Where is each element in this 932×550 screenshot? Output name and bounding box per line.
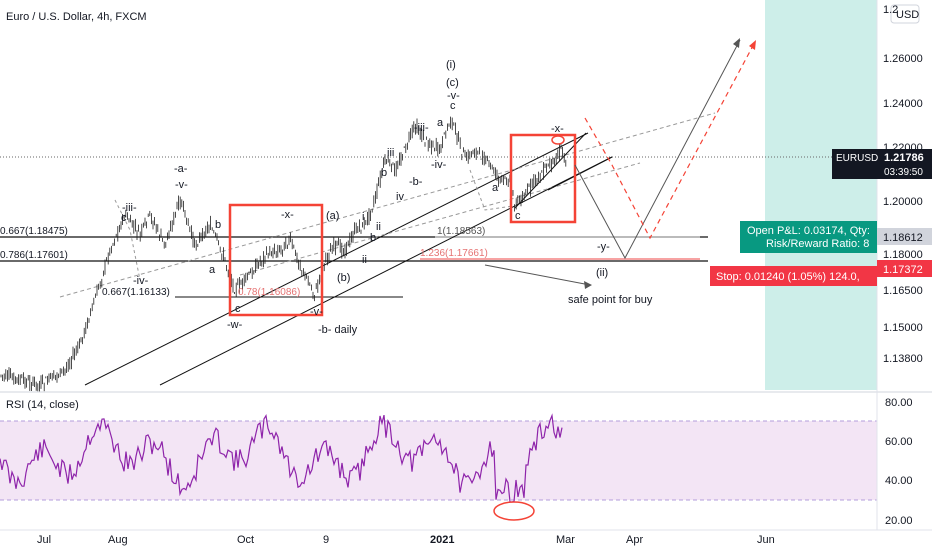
stop-box[interactable]	[710, 266, 877, 286]
wave-label: -iv-	[431, 159, 447, 171]
rsi-title: RSI (14, close)	[6, 399, 79, 411]
price-tick: 1.20000	[883, 196, 923, 208]
wave-label: -v-	[175, 179, 188, 191]
dashed-path-right	[469, 169, 521, 211]
wave-label: -a-	[174, 163, 188, 175]
price-tick-top: 1.2	[883, 4, 898, 16]
wave-label: (i)	[446, 59, 456, 71]
projection-black	[574, 39, 741, 260]
wave-label: c	[450, 100, 456, 112]
rsi-tick: 60.00	[885, 436, 913, 448]
projection-black-arrowhead	[733, 38, 740, 48]
rsi-tick: 80.00	[885, 397, 913, 409]
wave-label: -x-	[281, 209, 294, 221]
stop-text: Stop: 0.01240 (1.05%) 124.0,	[716, 271, 860, 283]
wave-label: -b- daily	[318, 324, 358, 336]
price-tick: 1.13800	[883, 353, 923, 365]
price-tick: 1.16500	[883, 285, 923, 297]
red-circle-top	[551, 135, 565, 145]
risk-reward-text: Risk/Reward Ratio: 8	[766, 238, 869, 250]
wave-label: -v-	[447, 90, 460, 102]
fib-label: 0.667(1.18475)	[0, 226, 68, 237]
ticker-countdown: 03:39:50	[884, 167, 923, 178]
wave-label: b	[381, 167, 387, 179]
wave-label: (ii)	[596, 267, 608, 279]
sl-price-badge	[877, 260, 932, 277]
projection-red	[584, 41, 756, 240]
rsi-tick: 40.00	[885, 475, 913, 487]
wave-label: ii	[376, 221, 381, 233]
wave-label: (a)	[326, 210, 339, 222]
chart-title: Euro / U.S. Dollar, 4h, FXCM	[6, 11, 147, 23]
target-green-zone	[765, 0, 877, 390]
price-tick: 1.18000	[883, 249, 923, 261]
projection-red-arrowhead	[749, 40, 756, 50]
red-box-left	[228, 203, 324, 317]
rsi-tick: 20.00	[885, 515, 913, 527]
tp-price-badge	[877, 228, 932, 245]
red-box-right	[509, 133, 577, 224]
wave-label: -v-	[310, 306, 323, 318]
time-label: 2021	[430, 534, 454, 546]
fib-label: 1(1.18563)	[437, 226, 485, 237]
ticker-badge	[832, 149, 932, 179]
rsi-line	[0, 413, 563, 503]
wave-label: c	[235, 303, 241, 315]
wave-label: ii	[362, 254, 367, 266]
wave-label: -x-	[551, 123, 564, 135]
wave-label: -iii-	[122, 202, 137, 214]
wave-label: -iv-	[133, 275, 149, 287]
time-label: Mar	[556, 534, 575, 546]
open-pl-text: Open P&L: 0.03174, Qty:	[747, 225, 870, 237]
wave-label: -b-	[409, 176, 423, 188]
wave-label: a	[209, 264, 216, 276]
price-tick: 1.24000	[883, 98, 923, 110]
currency-button-box[interactable]	[890, 4, 920, 24]
price-tick: 1.15000	[883, 322, 923, 334]
trendline-dashed-upper	[59, 112, 716, 298]
trendline-main	[84, 132, 589, 386]
time-label: Jun	[757, 534, 775, 546]
wave-label: a	[437, 117, 444, 129]
time-label: Apr	[626, 534, 643, 546]
fib-label: 0.667(1.16133)	[102, 287, 170, 298]
safe-point-arrowhead	[584, 281, 592, 289]
ticker-symbol: EURUSD	[836, 153, 878, 164]
wave-label: c	[515, 210, 521, 222]
time-label: 9	[323, 534, 329, 546]
sl-price: 1.17372	[883, 264, 923, 276]
rsi-band	[0, 421, 877, 500]
wave-label: (c)	[446, 77, 459, 89]
time-label: Aug	[108, 534, 128, 546]
wave-label: c	[121, 212, 127, 224]
trendline-dashed-mid	[239, 162, 641, 276]
time-label: Oct	[237, 534, 254, 546]
time-label: Jul	[37, 534, 51, 546]
tp-price: 1.18612	[883, 232, 923, 244]
ticker-price: 1.21786	[884, 152, 924, 164]
wave-label: -y-	[597, 241, 610, 253]
fib-label: 0.786(1.17601)	[0, 250, 68, 261]
wave-label: -iii-	[414, 122, 429, 134]
safe-point-label: safe point for buy	[568, 294, 653, 306]
fib-label: 0.78(1.16086)	[238, 287, 300, 298]
dashed-path-left	[114, 199, 141, 281]
trendline-lower	[159, 156, 613, 386]
open-pl-box[interactable]	[740, 221, 877, 253]
safe-point-arrow	[484, 264, 591, 286]
rsi-low-circle	[493, 501, 535, 521]
price-candles	[0, 116, 567, 392]
wave-label: b	[215, 219, 221, 231]
wave-label: a	[492, 182, 499, 194]
currency-button[interactable]: USD	[896, 9, 919, 21]
wave-label: iv	[396, 191, 404, 203]
wave-label: -w-	[227, 319, 243, 331]
price-tick: 1.26000	[883, 53, 923, 65]
wave-label: b	[370, 232, 376, 244]
fib-label: 1.236(1.17661)	[420, 248, 488, 259]
wave-label: (b)	[337, 272, 350, 284]
wave-label: iii	[387, 147, 394, 159]
wave-label: i	[362, 211, 364, 223]
